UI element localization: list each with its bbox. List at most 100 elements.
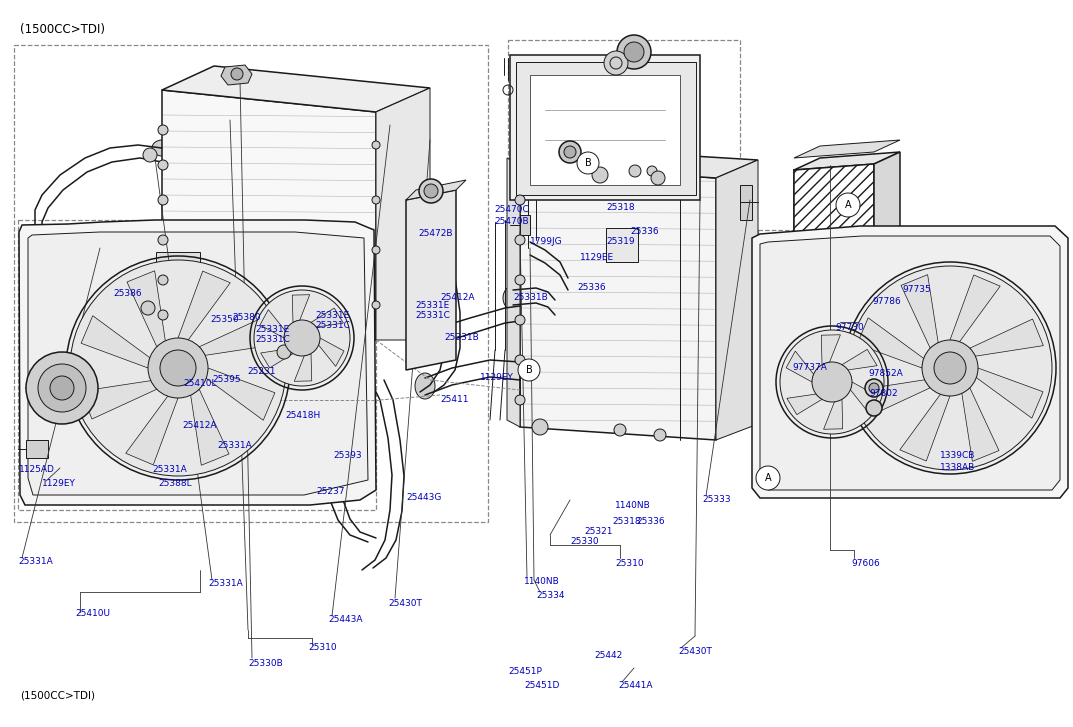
Polygon shape [376, 88, 430, 340]
Circle shape [515, 195, 525, 205]
Polygon shape [976, 368, 1043, 418]
Polygon shape [530, 75, 680, 185]
Polygon shape [824, 399, 842, 429]
Text: 25443G: 25443G [406, 492, 441, 502]
Polygon shape [319, 338, 344, 366]
Circle shape [614, 424, 626, 436]
Text: 25231: 25231 [247, 368, 276, 377]
Circle shape [515, 395, 525, 405]
Text: 25470C: 25470C [494, 206, 529, 214]
Polygon shape [787, 394, 822, 414]
Ellipse shape [144, 431, 168, 449]
Circle shape [577, 152, 599, 174]
Text: 25331C: 25331C [255, 335, 290, 345]
Circle shape [869, 383, 879, 393]
Text: 1140NB: 1140NB [615, 502, 650, 510]
Polygon shape [970, 319, 1043, 356]
Polygon shape [950, 275, 1000, 342]
Circle shape [158, 160, 168, 170]
Ellipse shape [68, 246, 92, 264]
Polygon shape [510, 55, 700, 200]
Circle shape [866, 400, 882, 416]
Circle shape [515, 355, 525, 365]
Polygon shape [821, 334, 840, 365]
Circle shape [518, 359, 540, 381]
Polygon shape [311, 308, 343, 327]
Text: 25334: 25334 [536, 592, 564, 601]
Text: 25331B: 25331B [444, 334, 479, 342]
Polygon shape [260, 310, 285, 338]
Circle shape [756, 466, 780, 490]
Text: 25331A: 25331A [18, 558, 53, 566]
Text: 25380: 25380 [232, 313, 261, 323]
Text: 25451P: 25451P [508, 667, 542, 677]
Circle shape [515, 235, 525, 245]
Polygon shape [406, 180, 466, 200]
Polygon shape [740, 185, 752, 220]
Text: 25411: 25411 [440, 395, 469, 404]
Text: 25310: 25310 [615, 558, 644, 568]
Text: 25336: 25336 [636, 516, 664, 526]
Polygon shape [406, 190, 456, 370]
Text: 25386: 25386 [113, 289, 142, 299]
Text: 25331E: 25331E [255, 324, 290, 334]
Text: (1500CC>TDI): (1500CC>TDI) [20, 23, 105, 36]
Text: 25331A: 25331A [217, 441, 252, 451]
Text: 25350: 25350 [210, 316, 238, 324]
Polygon shape [19, 220, 376, 505]
Circle shape [655, 429, 666, 441]
Polygon shape [127, 270, 165, 347]
Circle shape [158, 195, 168, 205]
Circle shape [158, 275, 168, 285]
Polygon shape [716, 160, 758, 440]
Circle shape [141, 301, 155, 315]
Polygon shape [28, 232, 368, 495]
Text: 25336: 25336 [630, 228, 659, 236]
Circle shape [38, 364, 86, 412]
Polygon shape [191, 389, 229, 465]
Text: 25331A: 25331A [208, 579, 242, 588]
Polygon shape [857, 318, 924, 368]
Polygon shape [294, 353, 312, 382]
Circle shape [651, 171, 665, 185]
Circle shape [515, 275, 525, 285]
Polygon shape [26, 440, 48, 458]
Polygon shape [516, 62, 696, 195]
Text: 1338AB: 1338AB [940, 464, 975, 473]
Text: 1125AD: 1125AD [19, 465, 55, 475]
Polygon shape [760, 236, 1060, 490]
Text: (1500CC>TDI): (1500CC>TDI) [20, 690, 95, 700]
Text: 97735: 97735 [902, 286, 930, 294]
Text: 25336: 25336 [577, 283, 605, 292]
Text: 25321: 25321 [584, 526, 613, 536]
Text: 25331E: 25331E [315, 310, 349, 319]
Circle shape [934, 352, 966, 384]
Circle shape [70, 260, 286, 476]
Circle shape [50, 376, 74, 400]
Circle shape [922, 340, 978, 396]
Text: 25412A: 25412A [440, 294, 474, 302]
Circle shape [780, 330, 884, 434]
Polygon shape [126, 396, 178, 465]
Polygon shape [178, 271, 231, 340]
Polygon shape [261, 349, 293, 368]
Circle shape [26, 352, 98, 424]
Text: 97606: 97606 [851, 558, 880, 568]
Circle shape [372, 196, 380, 204]
Polygon shape [162, 66, 430, 112]
Circle shape [564, 146, 576, 158]
Text: 25331C: 25331C [315, 321, 350, 331]
Text: 25470B: 25470B [494, 217, 529, 225]
Polygon shape [520, 148, 758, 178]
Text: 25331A: 25331A [152, 465, 187, 475]
Polygon shape [520, 165, 716, 440]
Text: 25318: 25318 [606, 204, 634, 212]
Polygon shape [901, 275, 938, 348]
Text: 25318: 25318 [612, 516, 641, 526]
Circle shape [372, 141, 380, 149]
Polygon shape [900, 394, 950, 461]
Text: 25330: 25330 [570, 537, 599, 547]
Text: 1129EY: 1129EY [480, 374, 514, 382]
Polygon shape [752, 226, 1068, 498]
Circle shape [647, 166, 657, 176]
